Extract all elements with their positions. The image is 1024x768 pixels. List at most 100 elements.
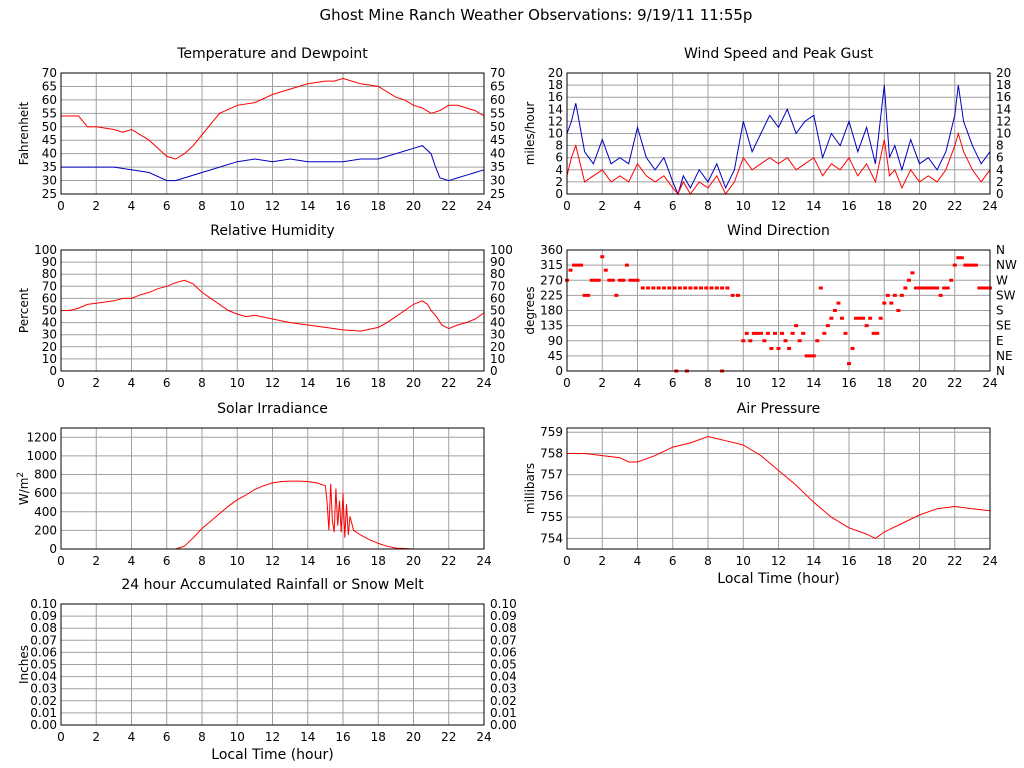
compass-label: NW (996, 258, 1017, 272)
y-tick-label: 50 (42, 304, 57, 318)
y-tick-label: 180 (540, 304, 563, 318)
x-tick-label: 0 (57, 376, 65, 390)
x-tick-label: 12 (265, 199, 280, 213)
x-tick-label: 10 (230, 730, 245, 744)
data-point (942, 286, 947, 290)
compass-label: W (996, 273, 1008, 287)
x-tick-label: 16 (335, 376, 350, 390)
data-point (661, 286, 666, 290)
data-point (593, 278, 598, 282)
y-tick-label: 12 (548, 114, 563, 128)
plot-frame (60, 427, 485, 550)
x-tick-label: 16 (841, 199, 856, 213)
x-tick-label: 12 (771, 554, 786, 568)
plot-frame (566, 427, 991, 550)
data-point (906, 278, 911, 282)
data-point (913, 286, 918, 290)
x-tick-label: 0 (57, 199, 65, 213)
x-tick-label: 24 (982, 376, 997, 390)
y-tick-label-right: 0.08 (490, 621, 517, 635)
y-tick-label-right: 8 (996, 139, 1004, 153)
x-tick-label: 6 (163, 376, 171, 390)
y-tick-label-right: 60 (490, 93, 505, 107)
data-point (765, 331, 770, 335)
y-tick-label: 225 (540, 288, 563, 302)
y-tick-label-right: 0.06 (490, 645, 517, 659)
x-tick-label: 6 (163, 730, 171, 744)
y-tick-label-right: 90 (490, 255, 505, 269)
x-tick-label: 20 (406, 199, 421, 213)
y-tick-label: 0 (49, 542, 57, 556)
y-tick-label: 16 (548, 90, 563, 104)
y-tick-label: 0.09 (30, 609, 57, 623)
data-point (589, 278, 594, 282)
x-tick-label: 22 (947, 199, 962, 213)
x-tick-label: 14 (806, 554, 821, 568)
y-tick-label: 0.04 (30, 670, 57, 684)
y-tick-label-right: 70 (490, 279, 505, 293)
data-point (783, 339, 788, 343)
data-point (861, 316, 866, 320)
y-tick-label-right: 6 (996, 151, 1004, 165)
data-point (843, 331, 848, 335)
x-tick-label: 10 (736, 199, 751, 213)
data-point (973, 263, 978, 267)
x-tick-label: 12 (265, 730, 280, 744)
x-tick-label: 4 (128, 730, 136, 744)
data-point (984, 286, 989, 290)
chart-title: Wind Direction (727, 223, 830, 239)
y-axis-label-superscript: 2 (16, 472, 26, 478)
data-point (970, 263, 975, 267)
data-point (935, 286, 940, 290)
x-tick-label: 8 (704, 199, 712, 213)
y-tick-label-right: 40 (490, 316, 505, 330)
y-tick-label-right: 0.01 (490, 706, 517, 720)
y-tick-label: 0.05 (30, 658, 57, 672)
data-point (744, 331, 749, 335)
x-tick-label: 18 (371, 730, 386, 744)
chart-title: Temperature and Dewpoint (176, 46, 368, 62)
y-tick-label-right: 50 (490, 120, 505, 134)
data-point (651, 286, 656, 290)
y-tick-label: 0.01 (30, 706, 57, 720)
data-point (952, 263, 957, 267)
y-tick-label: 80 (42, 267, 57, 281)
y-tick-label-right: 65 (490, 79, 505, 93)
plot-frame (60, 72, 485, 195)
chart-title: Air Pressure (737, 401, 820, 417)
y-tick-label: 1000 (26, 449, 57, 463)
y-tick-label: 40 (42, 316, 57, 330)
data-point (899, 293, 904, 297)
y-tick-label-right: 30 (490, 174, 505, 188)
chart-title: 24 hour Accumulated Rainfall or Snow Mel… (121, 577, 424, 593)
compass-label: SE (996, 319, 1011, 333)
y-tick-label: 70 (42, 66, 57, 80)
y-tick-label-right: 45 (490, 133, 505, 147)
x-tick-label: 6 (163, 199, 171, 213)
y-tick-label: 800 (34, 468, 57, 482)
x-tick-label: 24 (982, 199, 997, 213)
x-tick-label: 4 (128, 199, 136, 213)
y-tick-label: 30 (42, 328, 57, 342)
data-point (568, 268, 573, 272)
y-tick-label: 14 (548, 102, 563, 116)
compass-label: N (996, 243, 1005, 257)
data-point (677, 286, 682, 290)
y-tick-label: 35 (42, 160, 57, 174)
y-tick-label: 6 (555, 151, 563, 165)
y-tick-label: 60 (42, 93, 57, 107)
data-point (871, 331, 876, 335)
data-point (735, 293, 740, 297)
x-tick-label: 8 (198, 554, 206, 568)
data-point (818, 286, 823, 290)
y-tick-label-right: 35 (490, 160, 505, 174)
y-tick-label-right: 18 (996, 78, 1011, 92)
chart-title: Relative Humidity (210, 223, 334, 239)
x-tick-label: 18 (877, 376, 892, 390)
x-tick-label: 14 (300, 554, 315, 568)
x-tick-label: 20 (406, 554, 421, 568)
data-point (825, 324, 830, 328)
plot-frame (60, 603, 485, 726)
